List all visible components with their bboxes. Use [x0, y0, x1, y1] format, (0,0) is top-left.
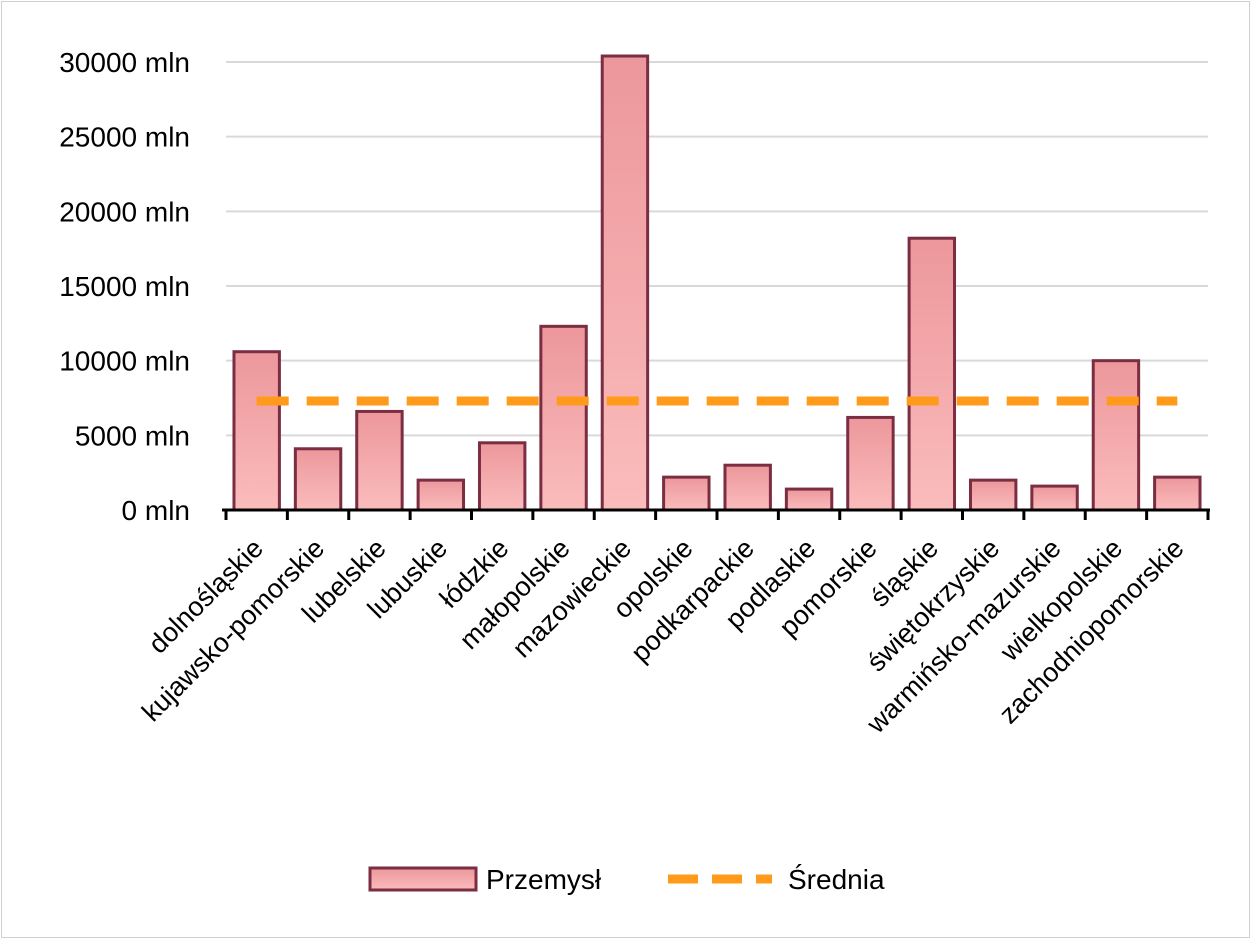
bar: [232, 350, 281, 512]
bar: [600, 54, 650, 512]
bar: [293, 447, 343, 512]
bar: [968, 478, 1018, 512]
bar: [907, 236, 957, 512]
bar: [539, 324, 588, 512]
bar: [416, 478, 466, 512]
legend-label-srednia: Średnia: [788, 863, 885, 895]
bar: [723, 463, 772, 512]
bar: [1091, 359, 1141, 512]
y-tick-label: 5000 mln: [75, 420, 190, 451]
legend-swatch-przemysl: [368, 866, 478, 892]
bar: [477, 441, 527, 512]
x-axis-category-labels: dolnośląskiekujawsko-pomorskielubelskiel…: [136, 533, 1189, 740]
bar: [1030, 484, 1079, 512]
gridlines: [226, 61, 1208, 437]
bar: [846, 415, 895, 512]
y-tick-label: 30000 mln: [59, 47, 190, 78]
legend: Przemysł Średnia: [368, 863, 885, 895]
legend-label-przemysl: Przemysł: [486, 864, 602, 895]
x-axis: [222, 508, 1210, 520]
y-tick-label: 15000 mln: [59, 271, 190, 302]
bars-przemysl: [232, 54, 1202, 512]
y-tick-label: 20000 mln: [59, 196, 190, 227]
y-tick-label: 10000 mln: [59, 346, 190, 377]
bar: [355, 409, 404, 512]
y-tick-label: 0 mln: [122, 495, 190, 526]
bar: [784, 487, 834, 512]
bar: [1153, 475, 1202, 512]
y-tick-label: 25000 mln: [59, 122, 190, 153]
bar: [662, 475, 711, 512]
y-axis-tick-labels: 0 mln 5000 mln 10000 mln 15000 mln 20000 mln…: [59, 47, 190, 526]
